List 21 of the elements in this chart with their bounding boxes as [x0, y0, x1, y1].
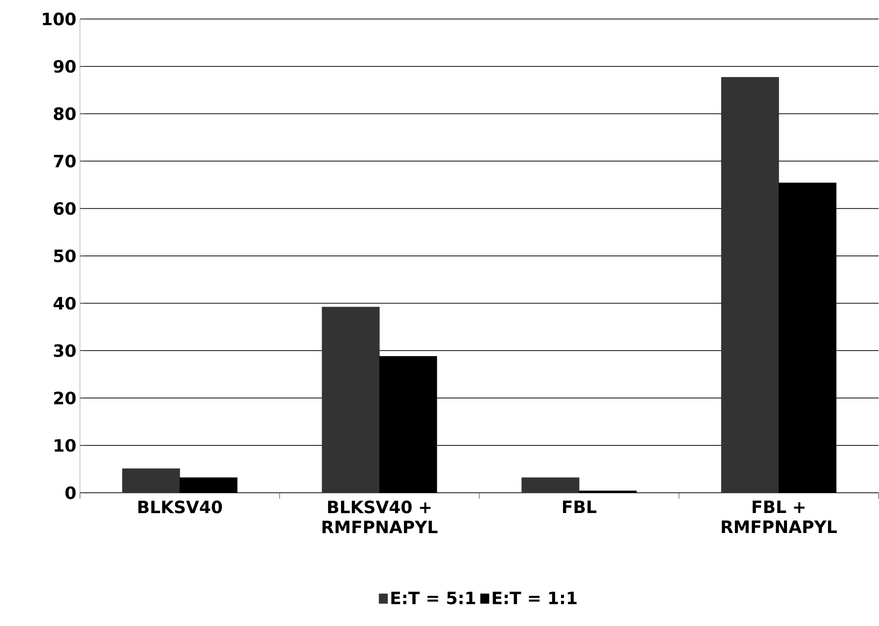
- y-tick-label: 90: [54, 60, 76, 73]
- legend-label: E:T = 5:1: [391, 592, 476, 604]
- y-tick-label: 60: [54, 202, 76, 216]
- y-tick-label: 10: [54, 439, 76, 452]
- bar: [721, 77, 779, 494]
- bar: [322, 306, 380, 494]
- y-tick-label: 40: [54, 296, 76, 310]
- y-tick-label: 0: [65, 486, 76, 500]
- bar: [522, 478, 580, 494]
- y-tick-label: 80: [54, 107, 76, 120]
- y-tick-label: 70: [54, 154, 76, 168]
- x-tick-label: BLKSV40: [138, 500, 222, 514]
- y-tick-label: 30: [54, 344, 76, 358]
- y-tick-label: 50: [54, 250, 76, 262]
- x-tick-label: FBL: [562, 500, 596, 514]
- x-tick-label: FBL + RMFPNAPYL: [722, 500, 837, 534]
- bar: [122, 468, 180, 494]
- y-tick-label: 100: [42, 12, 76, 26]
- legend-label: E:T = 1:1: [492, 592, 577, 604]
- x-tick-label: BLKSV40 + RMFPNAPYL: [322, 500, 438, 534]
- y-tick-label: 20: [54, 392, 76, 405]
